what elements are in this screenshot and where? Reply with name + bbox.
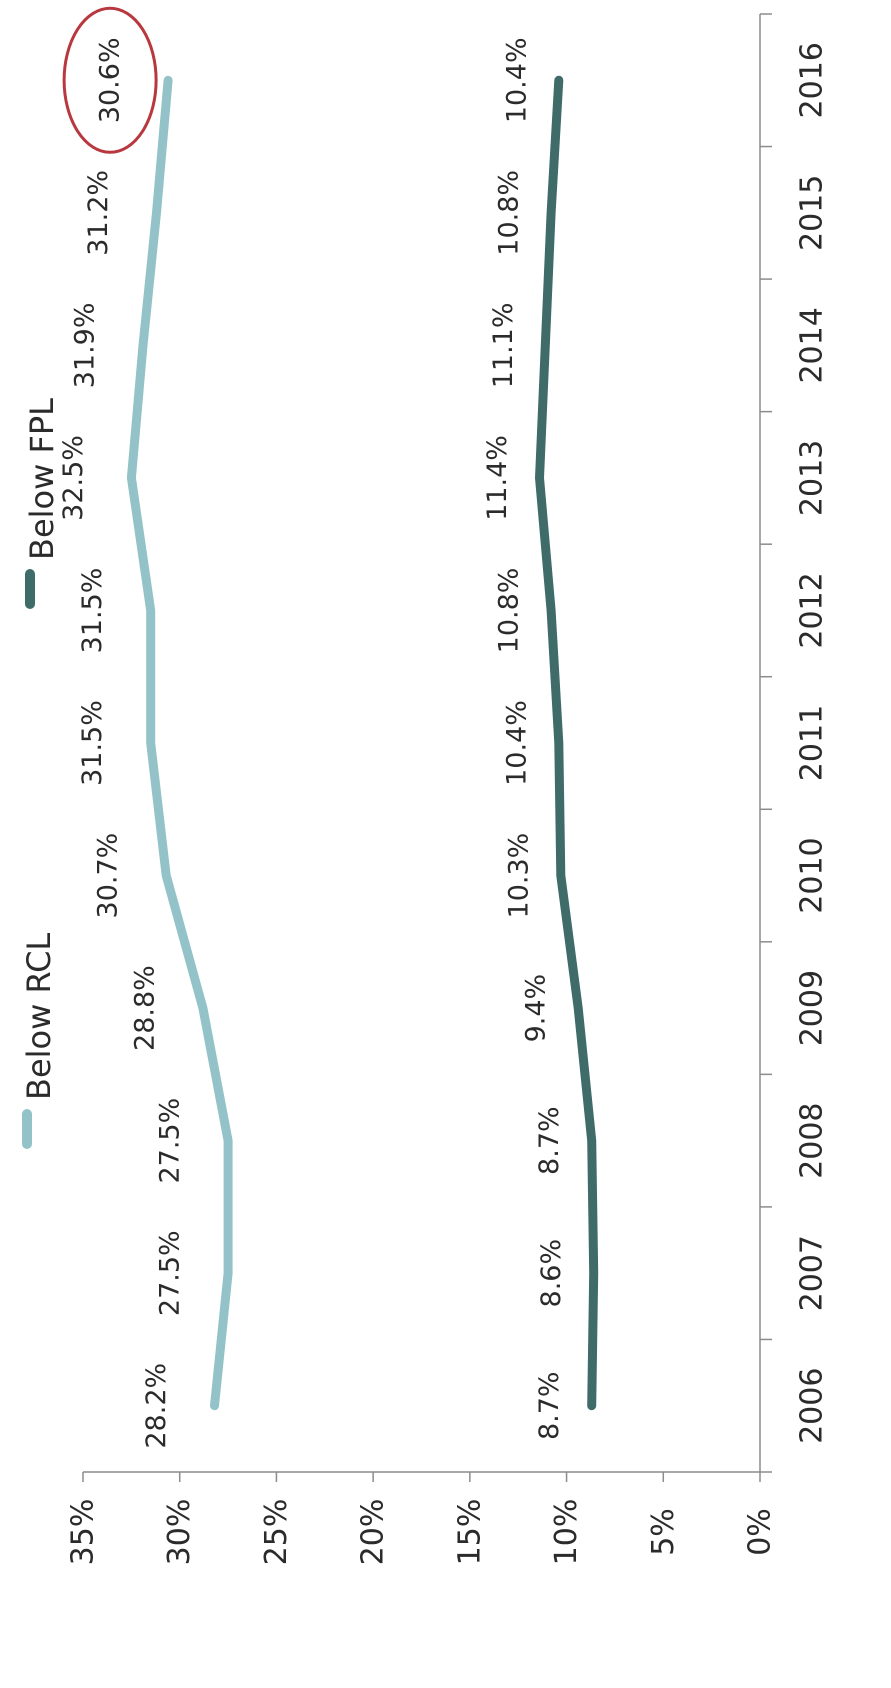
category-tick-label: 2012	[795, 572, 830, 648]
highlight-circle	[62, 6, 158, 154]
data-label: 8.7%	[534, 1371, 565, 1440]
data-label: 31.5%	[77, 700, 108, 786]
value-tick-label: 15%	[452, 1499, 487, 1566]
value-tick-label: 0%	[743, 1508, 778, 1556]
data-label: 10.4%	[501, 700, 532, 786]
data-label: 31.9%	[69, 302, 100, 388]
value-tick-label: 25%	[259, 1499, 294, 1566]
series-line-below-fpl	[535, 75, 599, 1411]
data-label: 28.2%	[141, 1363, 172, 1449]
category-tick-label: 2006	[795, 1368, 830, 1444]
legend: Below RCL Below FPL	[20, 398, 61, 1149]
category-tick-label: 2007	[795, 1235, 830, 1311]
category-tick-label: 2016	[795, 42, 830, 118]
data-label: 11.4%	[482, 435, 513, 521]
value-tick-label: 30%	[162, 1499, 197, 1566]
data-label: 10.3%	[503, 833, 534, 919]
data-label: 10.8%	[494, 170, 525, 256]
value-tick-label: 20%	[356, 1499, 391, 1566]
legend-label: Below RCL	[20, 933, 58, 1100]
data-labels: 28.2% 27.5% 27.5% 28.8% 30.7% 31.5% 31.5% 32.5%…	[58, 37, 567, 1448]
value-tick-label: 5%	[646, 1508, 681, 1556]
tick-labels: 0% 5% 10% 15% 20% 25% 30% 35% 2006 2007 2008 2009 20…	[66, 42, 830, 1565]
data-label: 30.6%	[95, 37, 126, 123]
series-line-below-rcl	[126, 75, 233, 1411]
category-tick-label: 2010	[795, 837, 830, 913]
data-label: 9.4%	[521, 974, 552, 1043]
category-tick-label: 2013	[795, 440, 830, 516]
data-label: 30.7%	[93, 833, 124, 919]
axes	[82, 13, 772, 1482]
category-tick-label: 2014	[795, 307, 830, 383]
data-label: 8.6%	[536, 1239, 567, 1308]
data-label: 27.5%	[155, 1098, 186, 1184]
category-tick-label: 2009	[795, 970, 830, 1046]
data-label: 10.8%	[494, 568, 525, 654]
annotation	[62, 6, 158, 154]
category-tick-label: 2015	[795, 175, 830, 251]
value-tick-label: 35%	[66, 1499, 101, 1566]
value-tick-label: 10%	[549, 1499, 584, 1566]
data-label: 31.5%	[77, 568, 108, 654]
data-label: 28.8%	[129, 965, 160, 1051]
data-label: 31.2%	[83, 170, 114, 256]
category-tick-label: 2008	[795, 1102, 830, 1178]
data-label: 11.1%	[488, 302, 519, 388]
data-label: 32.5%	[58, 435, 89, 521]
data-label: 27.5%	[155, 1230, 186, 1316]
series-lines	[126, 75, 599, 1411]
data-label: 10.4%	[501, 37, 532, 123]
category-tick-label: 2011	[795, 705, 830, 781]
data-label: 8.7%	[534, 1106, 565, 1175]
legend-label: Below FPL	[23, 398, 61, 560]
